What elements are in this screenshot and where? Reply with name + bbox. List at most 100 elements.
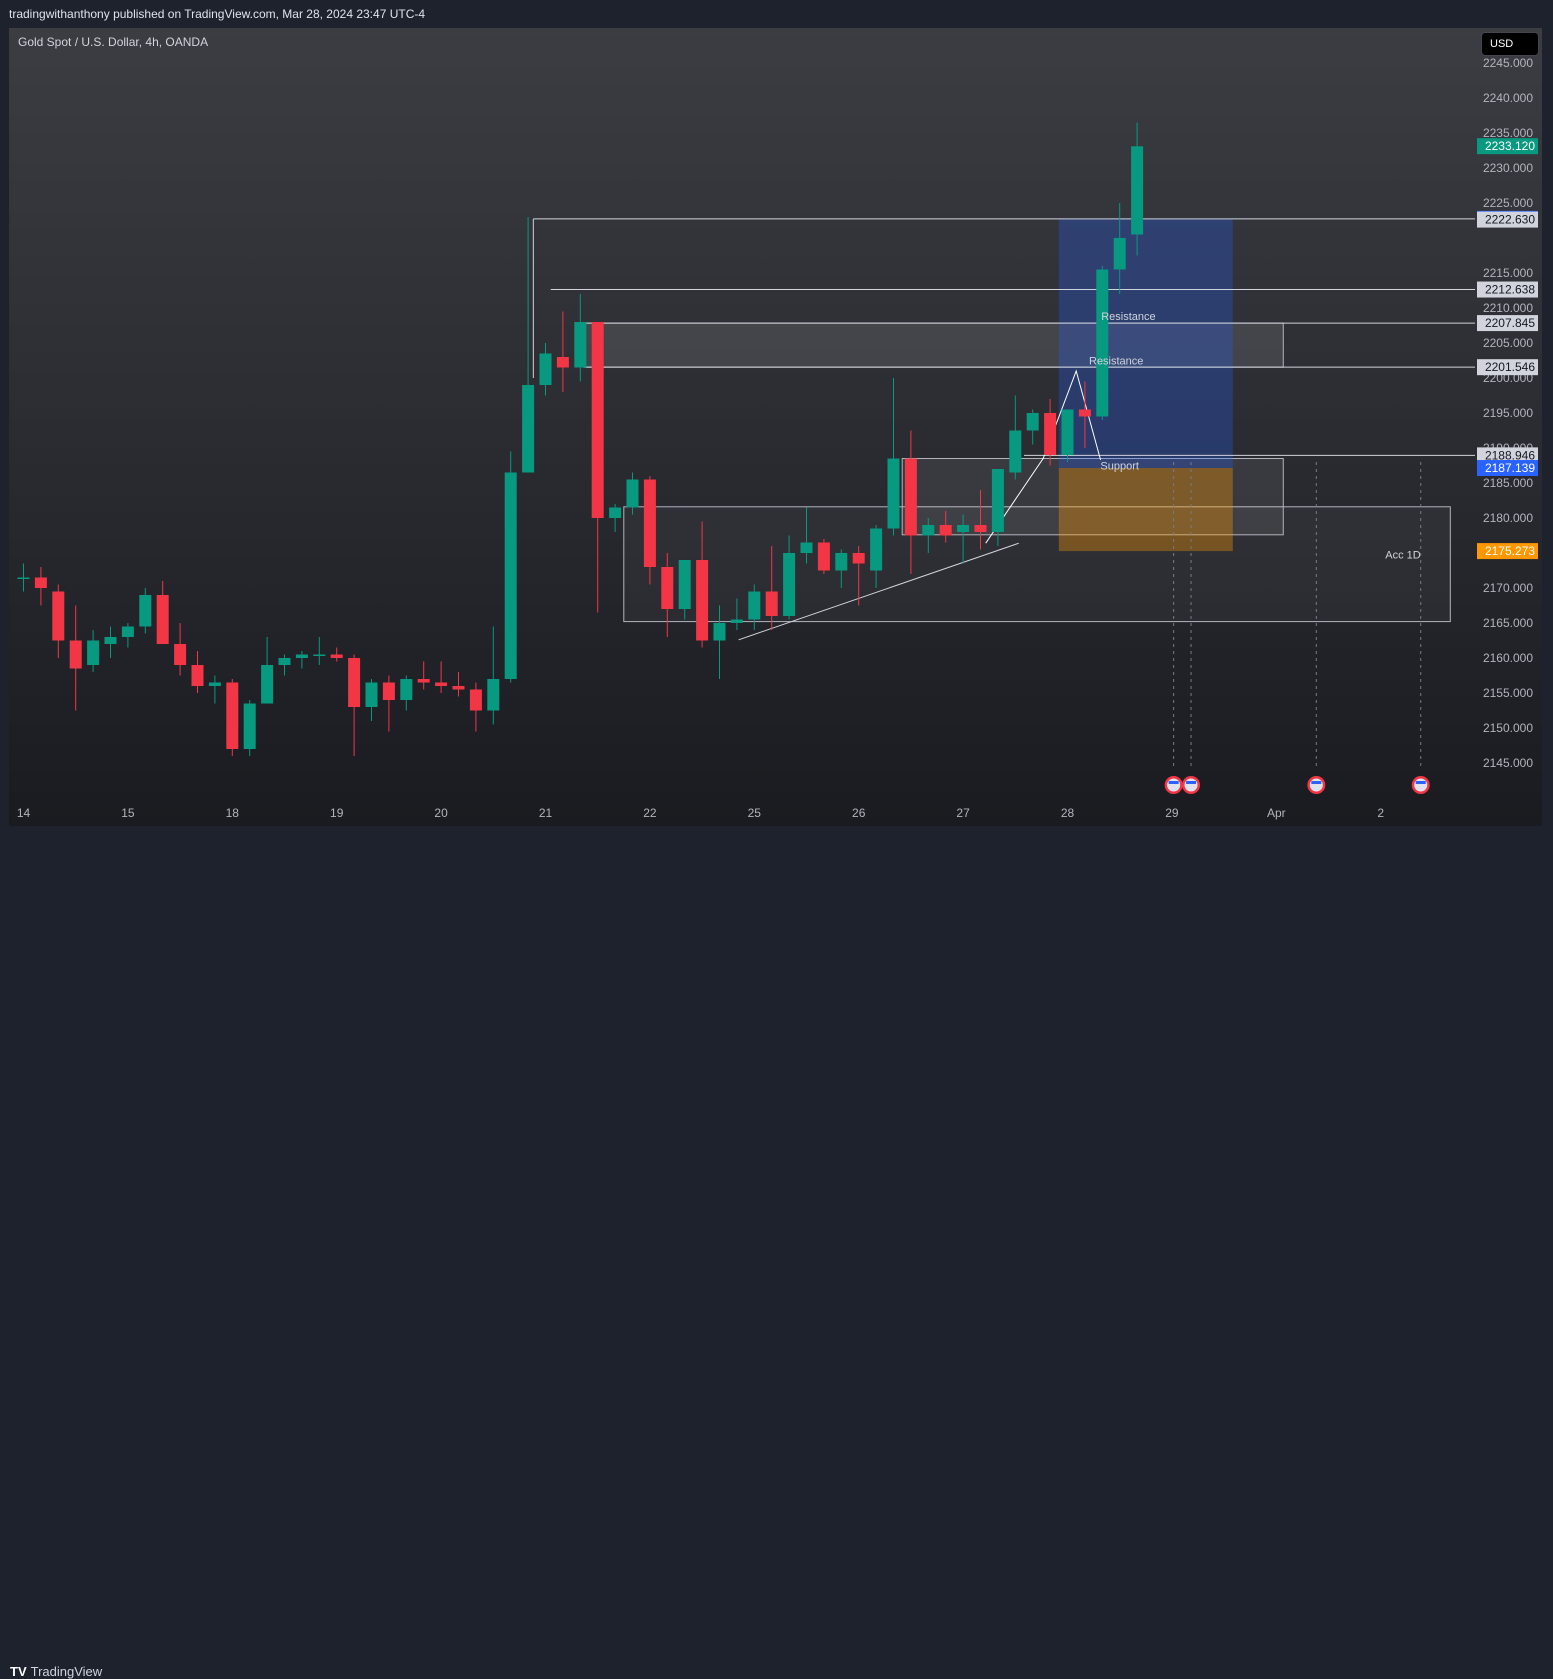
x-axis-tick: 19 bbox=[330, 806, 344, 820]
event-badge-stripe bbox=[1168, 781, 1179, 784]
price-level-tag-bg bbox=[1477, 281, 1538, 298]
candle bbox=[469, 682, 482, 732]
candle bbox=[730, 598, 743, 630]
candle bbox=[243, 700, 256, 756]
candle bbox=[765, 546, 778, 630]
candle-body bbox=[469, 689, 482, 711]
candle bbox=[435, 661, 448, 693]
event-badge-inner bbox=[1309, 778, 1323, 792]
candle bbox=[783, 535, 796, 620]
price-level-tag-text: 2207.845 bbox=[1485, 316, 1535, 330]
candle-body bbox=[17, 577, 30, 579]
y-axis-tick: 2205.000 bbox=[1483, 336, 1533, 350]
candle bbox=[887, 378, 900, 536]
candle-body bbox=[295, 654, 308, 658]
us-flag-event-icon bbox=[1164, 776, 1183, 794]
y-axis-tick: 2230.000 bbox=[1483, 161, 1533, 175]
event-badge-inner bbox=[1167, 778, 1181, 792]
candle-body bbox=[852, 553, 865, 564]
us-flag-event-icon bbox=[1307, 776, 1326, 794]
candle-body bbox=[313, 654, 326, 656]
candle-body bbox=[730, 619, 743, 623]
candle-body bbox=[87, 640, 100, 665]
y-axis-tick: 2215.000 bbox=[1483, 266, 1533, 280]
y-axis-tick: 2180.000 bbox=[1483, 511, 1533, 525]
last-price-tag-bg bbox=[1477, 138, 1538, 155]
candle bbox=[574, 294, 587, 382]
price-chart[interactable]: Resistance Resistance Support Acc 1D 2245.0… bbox=[0, 0, 1553, 862]
candle-body bbox=[69, 640, 82, 669]
candle-body bbox=[904, 458, 917, 536]
y-axis-tick: 2145.000 bbox=[1483, 756, 1533, 770]
candle-body bbox=[156, 595, 169, 644]
candle-body bbox=[765, 591, 778, 616]
candle-body bbox=[957, 525, 970, 532]
candle bbox=[609, 504, 622, 532]
y-axis-tick: 2165.000 bbox=[1483, 616, 1533, 630]
candle bbox=[1061, 409, 1074, 462]
candle bbox=[696, 521, 709, 648]
candle bbox=[1096, 266, 1109, 420]
event-badge-stripe bbox=[1415, 781, 1426, 784]
annotation-label: Acc 1D bbox=[1385, 550, 1421, 562]
footer-bar: TV TradingView bbox=[0, 828, 1553, 1679]
candle bbox=[139, 588, 152, 634]
candle bbox=[1044, 399, 1057, 466]
candle bbox=[191, 651, 204, 693]
candle-body bbox=[348, 658, 361, 707]
candle-body bbox=[678, 560, 691, 609]
candle-body bbox=[174, 644, 187, 665]
candle-body bbox=[208, 682, 221, 686]
candle-body bbox=[504, 472, 517, 679]
currency-button[interactable]: USD bbox=[1481, 32, 1539, 56]
price-level-tag: 2187.139 bbox=[1477, 460, 1538, 477]
target-zone bbox=[1058, 218, 1233, 469]
price-level-tag-text: 2212.638 bbox=[1485, 283, 1535, 297]
candle-body bbox=[974, 525, 987, 532]
x-axis-tick: Apr bbox=[1267, 806, 1286, 820]
y-axis-tick: 2195.000 bbox=[1483, 406, 1533, 420]
candle-body bbox=[139, 595, 152, 627]
candle bbox=[800, 507, 813, 564]
candle bbox=[417, 661, 430, 690]
candle bbox=[1026, 409, 1039, 445]
candle bbox=[52, 584, 65, 658]
candle-body bbox=[1113, 238, 1126, 270]
candle bbox=[591, 322, 604, 613]
candle bbox=[174, 623, 187, 676]
candle bbox=[661, 553, 674, 637]
tradingview-logo[interactable]: TV TradingView bbox=[10, 1664, 102, 1679]
x-axis-tick: 27 bbox=[956, 806, 970, 820]
y-axis-tick: 2240.000 bbox=[1483, 91, 1533, 105]
x-axis-tick: 21 bbox=[539, 806, 553, 820]
candle-body bbox=[661, 567, 674, 609]
candle-body bbox=[626, 479, 639, 508]
event-badge-inner bbox=[1414, 778, 1428, 792]
candle bbox=[870, 525, 883, 588]
candle bbox=[539, 343, 552, 396]
us-flag-event-icon bbox=[1182, 776, 1201, 794]
x-axis-tick: 26 bbox=[852, 806, 866, 820]
candle bbox=[991, 469, 1004, 546]
candle bbox=[278, 654, 291, 676]
candle-body bbox=[556, 357, 569, 368]
candle-body bbox=[748, 591, 761, 620]
candle-body bbox=[365, 682, 378, 707]
candle-body bbox=[696, 560, 709, 641]
candle-body bbox=[417, 679, 430, 683]
price-level-tag-bg bbox=[1477, 359, 1538, 376]
candle-body bbox=[330, 654, 343, 658]
candle bbox=[156, 581, 169, 644]
candle-body bbox=[1078, 409, 1091, 417]
y-axis-tick: 2150.000 bbox=[1483, 721, 1533, 735]
price-level-tag-bg bbox=[1477, 460, 1538, 477]
y-axis-tick: 2235.000 bbox=[1483, 126, 1533, 140]
x-axis-tick: 20 bbox=[434, 806, 448, 820]
candle bbox=[522, 217, 535, 473]
publisher-bar: tradingwithanthony published on TradingV… bbox=[0, 0, 1553, 28]
annotation-label: Resistance bbox=[1101, 311, 1155, 323]
x-axis-tick: 22 bbox=[643, 806, 657, 820]
candle-body bbox=[52, 591, 65, 641]
candle-body bbox=[887, 458, 900, 529]
candle bbox=[835, 549, 848, 588]
